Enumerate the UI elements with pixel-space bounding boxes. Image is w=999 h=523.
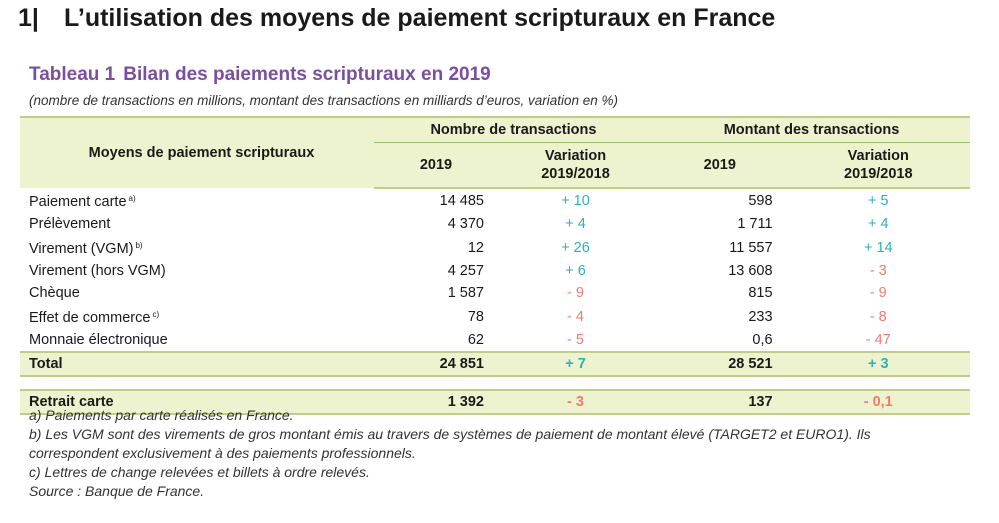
count-variation-cell: + 7	[497, 351, 654, 377]
header-variation-line1: Variation	[544, 148, 607, 164]
amount-variation-cell: - 8	[869, 308, 887, 325]
amount-2019-cell: 28 521	[653, 351, 787, 377]
count-variation-cell: - 5	[567, 332, 584, 348]
section-title: 1| L’utilisation des moyens de paiement s…	[18, 4, 775, 33]
amount-variation-cell: + 14	[863, 239, 893, 256]
row-label-text: Virement (hors VGM)	[29, 263, 166, 279]
count-2019-cell: 62	[467, 332, 484, 348]
row-label: Virement (VGM) b)	[20, 235, 374, 260]
table-title-text: Bilan des paiements scripturaux en 2019	[123, 64, 491, 85]
amount-variation-cell: - 0,1	[786, 389, 970, 415]
row-label-text: Chèque	[29, 285, 80, 301]
count-2019-cell: 14 485	[439, 193, 484, 209]
count-variation-cell: - 9	[567, 285, 584, 301]
table-row: Monnaie électronique 62 - 5 0,6 - 47	[20, 329, 970, 352]
header-variation-line2: 2019/2018	[844, 166, 913, 182]
amount-2019-cell: 815	[748, 285, 773, 301]
table-row: Virement (VGM) b) 12 + 26 11 557 + 14	[20, 235, 970, 260]
count-2019-cell: 78	[467, 308, 484, 325]
amount-2019-cell: 598	[748, 193, 773, 209]
amount-variation-cell: + 4	[867, 216, 889, 232]
footnote-marker: a)	[128, 194, 136, 203]
count-2019-cell: 1 587	[447, 285, 484, 301]
count-2019-cell: 4 370	[447, 216, 484, 232]
row-spacer	[20, 376, 970, 390]
row-label: Retrait carte	[20, 389, 374, 415]
table-row: Chèque 1 587 - 9 815 - 9	[20, 282, 970, 304]
header-row-label: Moyens de paiement scripturaux	[20, 116, 374, 188]
amount-variation-cell: - 3	[869, 263, 887, 279]
row-label: Effet de commerce c)	[20, 304, 374, 329]
row-label-text: Monnaie électronique	[29, 332, 168, 348]
count-variation-cell: + 10	[561, 193, 590, 209]
header-count-variation: Variation 2019/2018	[497, 142, 654, 189]
total-row: Total 24 851 + 7 28 521 + 3	[20, 351, 970, 377]
header-amount-variation: Variation 2019/2018	[786, 142, 970, 189]
amount-2019-cell: 11 557	[729, 239, 773, 256]
table-header-row-2: 2019 Variation 2019/2018 2019 Variation 20…	[20, 142, 970, 189]
row-label: Paiement carte a)	[20, 188, 374, 213]
table-header-row-1: Moyens de paiement scripturaux Nombre de…	[20, 116, 970, 188]
amount-2019-cell: 233	[748, 308, 773, 325]
footnote-marker: b)	[135, 241, 143, 250]
row-label: Virement (hors VGM)	[20, 260, 374, 282]
header-amount-year: 2019	[653, 142, 787, 189]
row-label-text: Total	[29, 356, 63, 372]
count-variation-cell: + 6	[565, 263, 586, 279]
header-count-year: 2019	[373, 142, 498, 189]
count-variation-cell: + 4	[565, 216, 586, 232]
footnote-c: c) Lettres de change relevées et billets…	[29, 464, 370, 480]
table-label: Tableau 1	[29, 64, 116, 85]
count-variation-cell: - 4	[567, 308, 584, 325]
amount-variation-cell: - 9	[869, 285, 887, 301]
table-row: Paiement carte a) 14 485 + 10 598 + 5	[20, 188, 970, 213]
row-label: Total	[20, 351, 374, 377]
count-variation-cell: + 26	[561, 239, 590, 256]
row-label-text: Virement (VGM)	[29, 241, 134, 257]
table-row: Virement (hors VGM) 4 257 + 6 13 608 - 3	[20, 260, 970, 282]
amount-2019-cell: 137	[653, 389, 787, 415]
count-2019-cell: 4 257	[447, 263, 484, 279]
footnote-b: b) Les VGM sont des virements de gros mo…	[29, 426, 871, 461]
row-label-text: Retrait carte	[29, 394, 114, 410]
amount-2019-cell: 1 711	[737, 216, 773, 232]
section-number: 1|	[18, 4, 39, 32]
table-row: Prélèvement 4 370 + 4 1 711 + 4	[20, 213, 970, 235]
retrait-row: Retrait carte 1 392- 3 137- 0,1	[20, 389, 970, 415]
footnotes: a) Paiements par carte réalisés en Franc…	[29, 406, 959, 501]
row-label: Chèque	[20, 282, 374, 304]
table-row: Effet de commerce c) 78 - 4 233 - 8	[20, 304, 970, 329]
count-2019-cell: 12	[467, 239, 484, 256]
footnote-a: a) Paiements par carte réalisés en Franc…	[29, 407, 294, 423]
section-title-text: L’utilisation des moyens de paiement scr…	[64, 4, 776, 32]
row-label-text: Paiement carte	[29, 194, 127, 210]
row-label-text: Effet de commerce	[29, 310, 151, 326]
footnote-marker: c)	[152, 310, 160, 319]
table-subtitle: (nombre de transactions en millions, mon…	[29, 93, 619, 108]
amount-2019-cell: 0,6	[752, 332, 773, 348]
header-variation-line1: Variation	[847, 148, 909, 164]
amount-variation-cell: - 47	[865, 332, 891, 348]
count-variation-cell: - 3	[497, 389, 654, 415]
payments-table: Moyens de paiement scripturaux Nombre de…	[20, 116, 970, 415]
amount-variation-cell: + 5	[867, 193, 889, 209]
row-label-text: Prélèvement	[29, 216, 111, 232]
header-group-amount: Montant des transactions	[653, 116, 970, 143]
header-variation-line2: 2019/2018	[541, 166, 610, 182]
amount-variation-cell: + 3	[786, 351, 970, 377]
count-2019-cell: 24 851	[373, 351, 498, 377]
amount-2019-cell: 13 608	[728, 263, 773, 279]
source-note: Source : Banque de France.	[29, 483, 205, 499]
row-label: Monnaie électronique	[20, 329, 374, 352]
count-2019-cell: 1 392	[373, 389, 498, 415]
row-label: Prélèvement	[20, 213, 374, 235]
spacer-cell	[20, 376, 970, 390]
table-title: Tableau 1 Bilan des paiements scripturaux…	[29, 64, 491, 86]
header-group-count: Nombre de transactions	[373, 116, 654, 143]
